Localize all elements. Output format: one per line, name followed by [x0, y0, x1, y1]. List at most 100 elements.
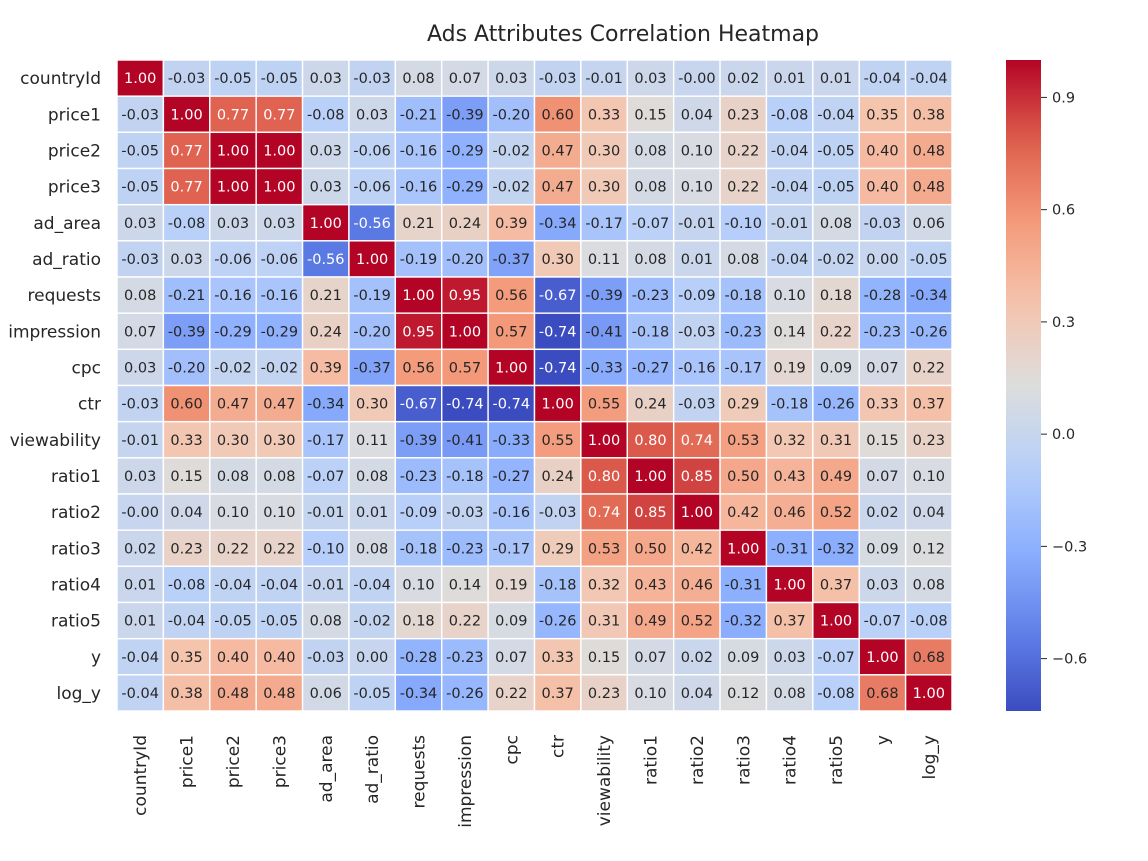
chart-title: Ads Attributes Correlation Heatmap	[427, 22, 819, 47]
cell-value-y-ad_area: -0.03	[307, 650, 345, 666]
cell-value-ad_area-price3: 0.03	[263, 216, 295, 232]
heatmap-cell-requests-price3	[255, 276, 304, 314]
heatmap-cell-ad_area-price3	[255, 203, 304, 242]
heatmap-cell-cpc-ratio5	[812, 348, 860, 387]
cell-value-ratio2-impression: -0.03	[446, 505, 484, 521]
heatmap-cell-ad_area-price2	[209, 203, 257, 242]
heatmap-cell-price1-ratio2	[672, 95, 721, 134]
cell-value-price3-ratio2: 0.10	[681, 180, 713, 196]
cell-value-ratio2-price1: 0.04	[170, 505, 202, 521]
cell-value-ratio4-ad_ratio: -0.04	[353, 577, 391, 593]
heatmap-cell-log_y-impression	[441, 674, 489, 712]
cell-value-cpc-ad_area: 0.39	[310, 360, 342, 376]
cell-value-ratio3-ctr: 0.29	[542, 541, 574, 557]
heatmap-cell-viewability-price1	[162, 420, 211, 459]
y-tick-label-price3: price3	[48, 178, 101, 198]
cell-value-requests-price3: -0.16	[261, 288, 299, 304]
cell-value-ratio3-ratio1: 0.50	[634, 541, 666, 557]
heatmap-cell-cpc-y	[858, 348, 907, 387]
cell-value-requests-impression: 0.95	[449, 288, 481, 304]
heatmap-cell-ctr-ratio5	[812, 384, 860, 423]
cell-value-ratio3-price1: 0.23	[170, 541, 202, 557]
cell-value-ratio5-viewability: 0.31	[588, 614, 620, 630]
heatmap-cell-ratio1-cpc	[487, 457, 536, 495]
cell-value-ratio5-price1: -0.04	[168, 614, 206, 630]
heatmap-cell-impression-y	[858, 312, 907, 351]
cell-value-ratio2-log_y: 0.04	[913, 505, 945, 521]
cell-value-impression-ratio5: 0.22	[820, 324, 852, 340]
heatmap-cells: 1.00 -0.03 -0.05 -0.05 0.03 -0.03 0.08 0.07 0.03…	[116, 59, 953, 712]
heatmap-cell-requests-requests	[394, 276, 443, 314]
cell-value-ratio5-price2: -0.05	[214, 614, 252, 630]
cell-value-ad_area-ad_ratio: -0.56	[353, 216, 391, 232]
cell-value-requests-ad_area: 0.21	[310, 288, 342, 304]
cell-value-cpc-countryId: 0.03	[124, 360, 156, 376]
cell-value-ratio1-ratio5: 0.49	[820, 469, 852, 485]
heatmap-cell-y-viewability	[580, 637, 628, 676]
cell-value-ratio4-ratio2: 0.46	[681, 577, 713, 593]
cell-value-ad_ratio-requests: -0.19	[400, 252, 438, 268]
cell-value-price1-y: 0.35	[866, 107, 898, 123]
cell-value-log_y-ratio3: 0.12	[727, 686, 759, 702]
heatmap-cell-price2-ratio1	[626, 131, 675, 170]
heatmap-cell-ratio3-ratio2	[672, 529, 721, 568]
heatmap-cell-impression-countryId	[116, 312, 165, 351]
cell-value-ratio2-cpc: -0.16	[493, 505, 531, 521]
cell-value-ratio1-requests: -0.23	[400, 469, 438, 485]
heatmap-cell-impression-price2	[209, 312, 257, 351]
heatmap-cell-ad_area-ratio5	[812, 203, 860, 242]
heatmap-cell-ratio1-price3	[255, 457, 304, 495]
colorbar-tick-label-4: −0.3	[1052, 539, 1087, 555]
cell-value-ratio2-ad_area: -0.01	[307, 505, 345, 521]
heatmap-cell-y-ratio1	[626, 637, 675, 676]
heatmap-cell-cpc-price3	[255, 348, 304, 387]
cell-value-ad_area-viewability: -0.17	[585, 216, 623, 232]
cell-value-price3-ratio3: 0.22	[727, 180, 759, 196]
heatmap-cell-ad_area-requests	[394, 203, 443, 242]
heatmap-cell-ratio4-ratio2	[672, 565, 721, 604]
heatmap-cell-log_y-ratio3	[719, 674, 768, 712]
heatmap-cell-ratio2-countryId	[116, 493, 165, 531]
cell-value-impression-requests: 0.95	[402, 324, 434, 340]
cell-value-ratio3-ad_area: -0.10	[307, 541, 345, 557]
cell-value-impression-ctr: -0.74	[539, 324, 577, 340]
cell-value-impression-ad_ratio: -0.20	[353, 324, 391, 340]
heatmap-cell-cpc-price2	[209, 348, 257, 387]
heatmap-cell-viewability-countryId	[116, 420, 165, 459]
heatmap-cell-log_y-ctr	[533, 674, 582, 712]
cell-value-viewability-ratio3: 0.53	[727, 433, 759, 449]
cell-value-ratio1-viewability: 0.80	[588, 469, 620, 485]
cell-value-ratio1-price3: 0.08	[263, 469, 295, 485]
cell-value-ratio5-ratio2: 0.52	[681, 614, 713, 630]
heatmap-cell-ratio5-impression	[441, 601, 489, 640]
cell-value-ad_area-requests: 0.21	[402, 216, 434, 232]
heatmap-cell-ad_ratio-ratio3	[719, 240, 768, 278]
cell-value-countryId-requests: 0.08	[402, 71, 434, 87]
x-tick-label-ad_area: ad_area	[317, 735, 337, 803]
cell-value-ctr-ad_ratio: 0.30	[356, 397, 388, 413]
heatmap-cell-price2-ratio4	[765, 131, 814, 170]
heatmap-cell-viewability-ratio5	[812, 420, 860, 459]
cell-value-ratio2-price2: 0.10	[217, 505, 249, 521]
heatmap-cell-price3-ad_area	[301, 167, 350, 206]
heatmap-cell-price1-ad_area	[301, 95, 350, 134]
y-tick-label-y: y	[91, 648, 101, 668]
cell-value-countryId-ad_area: 0.03	[310, 71, 342, 87]
heatmap-cell-countryId-impression	[441, 59, 489, 97]
cell-value-price3-price3: 1.00	[263, 180, 295, 196]
cell-value-log_y-ratio2: 0.04	[681, 686, 713, 702]
cell-value-ad_area-impression: 0.24	[449, 216, 481, 232]
heatmap-cell-ratio3-ratio1	[626, 529, 675, 568]
heatmap-cell-log_y-ratio2	[672, 674, 721, 712]
cell-value-cpc-ratio1: -0.27	[632, 360, 670, 376]
cell-value-ad_ratio-ratio1: 0.08	[634, 252, 666, 268]
cell-value-y-cpc: 0.07	[495, 650, 527, 666]
cell-value-viewability-y: 0.15	[866, 433, 898, 449]
heatmap-cell-ratio4-ad_area	[301, 565, 350, 604]
cell-value-viewability-countryId: -0.01	[121, 433, 159, 449]
y-tick-label-countryId: countryId	[20, 69, 101, 89]
cell-value-price2-ratio2: 0.10	[681, 143, 713, 159]
cell-value-log_y-cpc: 0.22	[495, 686, 527, 702]
heatmap-cell-y-y	[858, 637, 907, 676]
heatmap-cell-ad_area-price1	[162, 203, 211, 242]
